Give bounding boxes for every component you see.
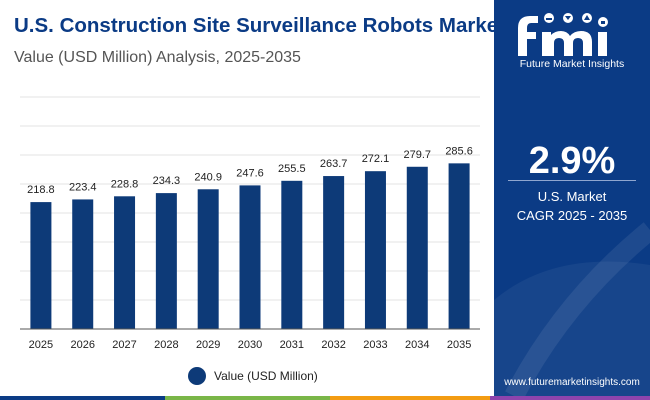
data-label: 228.8 [111, 178, 139, 190]
bar [72, 199, 94, 329]
chart-legend: Value (USD Million) [188, 366, 318, 386]
logo-glyph-4 [601, 21, 605, 24]
data-label: 272.1 [362, 153, 390, 165]
bar [281, 180, 303, 329]
strip-segment-1 [0, 396, 165, 400]
bar [323, 176, 345, 329]
data-label: 255.5 [278, 163, 306, 175]
logo-letter-m [542, 31, 592, 56]
data-label: 247.6 [236, 167, 264, 179]
data-label: 285.6 [445, 145, 473, 157]
x-tick-label: 2032 [321, 339, 345, 351]
bar [155, 193, 177, 329]
logo-text: Future Market Insights [519, 58, 625, 70]
strip-segment-3 [330, 396, 490, 400]
fmi-logo [518, 13, 608, 56]
bar [406, 166, 428, 329]
x-tick-label: 2034 [405, 339, 429, 351]
x-tick-label: 2035 [447, 339, 471, 351]
logo-letter-i [598, 32, 607, 56]
sidebar-fill [494, 0, 650, 396]
legend-label: Value (USD Million) [214, 369, 318, 383]
sidebar-swoosh-2 [505, 222, 650, 396]
data-label: 234.3 [153, 175, 181, 187]
data-label: 218.8 [27, 184, 55, 196]
x-tick-label: 2030 [238, 339, 262, 351]
logo-letter-f [518, 16, 538, 56]
x-tick-label: 2026 [70, 339, 94, 351]
chart-subtitle: Value (USD Million) Analysis, 2025-2035 [14, 49, 301, 66]
logo-glyph-3 [584, 15, 590, 20]
legend-swatch [188, 367, 206, 385]
bar-chart: 218.8 2025 223.4 2026 228.8 2027 234.3 2028 240.… [20, 96, 480, 351]
sidebar-background [494, 0, 650, 396]
cagr-market-label: U.S. Market [537, 189, 607, 204]
x-tick-label: 2029 [196, 339, 220, 351]
sidebar-divider [508, 180, 636, 181]
chart-title: U.S. Construction Site Surveillance Robo… [14, 14, 505, 37]
bar [239, 185, 261, 329]
data-label: 240.9 [194, 171, 222, 183]
bar [364, 171, 386, 329]
data-label: 223.4 [69, 181, 97, 193]
website-link[interactable]: www.futuremarketinsights.com [504, 377, 640, 388]
bar [114, 196, 136, 329]
x-tick-label: 2025 [29, 339, 53, 351]
strip-segment-2 [165, 396, 330, 400]
data-label: 279.7 [404, 149, 432, 161]
sidebar-panel: Future Market Insights 2.9% U.S. Market … [494, 0, 650, 396]
cagr-value: 2.9% [528, 140, 616, 182]
bar [197, 189, 219, 329]
x-tick-label: 2027 [112, 339, 136, 351]
data-label: 263.7 [320, 158, 348, 170]
x-tick-label: 2031 [280, 339, 304, 351]
bar [448, 163, 470, 329]
bottom-color-strip [0, 396, 650, 400]
strip-segment-4 [490, 396, 650, 400]
x-tick-label: 2033 [363, 339, 387, 351]
bar [30, 202, 52, 329]
x-tick-label: 2028 [154, 339, 178, 351]
cagr-period-label: CAGR 2025 - 2035 [516, 208, 628, 223]
logo-glyph-1 [546, 18, 552, 20]
sidebar-swoosh [494, 261, 650, 396]
logo-glyph-2 [565, 16, 571, 20]
